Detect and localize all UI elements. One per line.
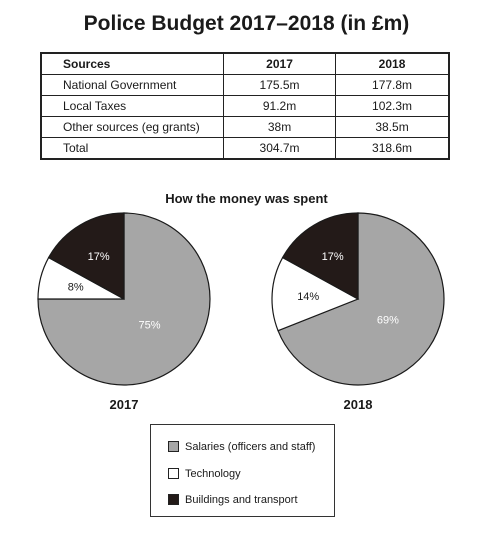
cell-2017: 38m [222, 116, 337, 138]
table-row: National Government 175.5m 177.8m [40, 74, 450, 96]
pie-2017-label-technology: 8% [68, 282, 84, 294]
table-row: Local Taxes 91.2m 102.3m [40, 95, 450, 117]
cell-2017: 91.2m [222, 95, 337, 117]
chart-title: Police Budget 2017–2018 (in £m) [83, 12, 410, 35]
table-header-row: Sources 2017 2018 [40, 52, 450, 75]
legend-item-technology: Technology [168, 467, 241, 480]
cell-2018: 318.6m [335, 137, 450, 160]
table-row: Other sources (eg grants) 38m 38.5m [40, 116, 450, 138]
header-sources: Sources [40, 52, 224, 75]
pie-2018-label-buildings: 17% [322, 251, 344, 263]
pie-2017-slice-salaries [37, 212, 211, 386]
pie-2018-label-technology: 14% [297, 291, 319, 303]
pie-2017-year-label: 2017 [110, 397, 139, 412]
pie-2018-slice-salaries [277, 212, 445, 386]
legend-swatch-salaries [168, 441, 179, 452]
cell-source: National Government [40, 74, 224, 96]
cell-source: Other sources (eg grants) [40, 116, 224, 138]
pie-2018-slice-technology [271, 256, 360, 332]
pie-2017-label-buildings: 17% [88, 251, 110, 263]
pie-2018-label-salaries: 69% [377, 314, 399, 326]
table-row: Total 304.7m 318.6m [40, 137, 450, 160]
legend-item-salaries: Salaries (officers and staff) [168, 440, 315, 453]
cell-source: Total [40, 137, 224, 160]
cell-2018: 38.5m [335, 116, 450, 138]
pie-2017-label-salaries: 75% [139, 320, 161, 332]
legend-swatch-buildings [168, 494, 179, 505]
pie-charts: 75% 8% 17% 2017 69% 14% 17% 2018 [37, 212, 445, 412]
legend-item-buildings: Buildings and transport [168, 493, 298, 506]
legend-swatch-technology [168, 468, 179, 479]
cell-2018: 177.8m [335, 74, 450, 96]
legend-label: Buildings and transport [185, 493, 298, 506]
pie-2018-slice-buildings [281, 212, 359, 301]
header-2018: 2018 [335, 52, 450, 75]
cell-2017: 175.5m [222, 74, 337, 96]
budget-table: Sources 2017 2018 National Government 17… [40, 52, 450, 160]
cell-2017: 304.7m [222, 137, 337, 160]
pie-section-title: How the money was spent [165, 191, 328, 206]
cell-source: Local Taxes [40, 95, 224, 117]
header-2017: 2017 [222, 52, 337, 75]
legend-label: Salaries (officers and staff) [185, 440, 316, 453]
legend-label: Technology [185, 467, 241, 480]
legend: Salaries (officers and staff) Technology… [150, 424, 335, 517]
pie-2017-slice-buildings [47, 212, 125, 301]
pie-2018-year-label: 2018 [344, 397, 373, 412]
cell-2018: 102.3m [335, 95, 450, 117]
